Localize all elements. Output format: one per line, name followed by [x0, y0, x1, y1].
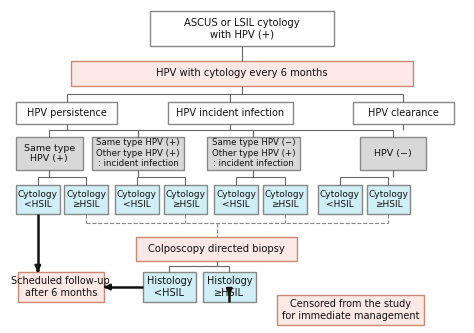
FancyBboxPatch shape [150, 11, 334, 46]
FancyBboxPatch shape [136, 237, 297, 261]
FancyBboxPatch shape [18, 272, 103, 302]
Text: Cytology
<HSIL: Cytology <HSIL [320, 190, 360, 209]
FancyBboxPatch shape [263, 185, 307, 214]
Text: ASCUS or LSIL cytology
with HPV (+): ASCUS or LSIL cytology with HPV (+) [184, 18, 300, 39]
FancyBboxPatch shape [366, 185, 410, 214]
FancyBboxPatch shape [318, 185, 362, 214]
FancyBboxPatch shape [207, 137, 300, 170]
Text: Histology
≥HSIL: Histology ≥HSIL [207, 276, 252, 298]
Text: HPV with cytology every 6 months: HPV with cytology every 6 months [156, 68, 328, 78]
Text: Cytology
≥HSIL: Cytology ≥HSIL [264, 190, 305, 209]
Text: HPV incident infection: HPV incident infection [176, 108, 284, 118]
FancyBboxPatch shape [16, 185, 60, 214]
FancyBboxPatch shape [164, 185, 207, 214]
Text: Colposcopy directed biopsy: Colposcopy directed biopsy [148, 244, 285, 254]
Text: Cytology
<HSIL: Cytology <HSIL [117, 190, 157, 209]
FancyBboxPatch shape [203, 272, 256, 302]
Text: Same type
HPV (+): Same type HPV (+) [24, 144, 75, 163]
Text: Cytology
<HSIL: Cytology <HSIL [216, 190, 256, 209]
Text: HPV clearance: HPV clearance [368, 108, 439, 118]
FancyBboxPatch shape [360, 137, 427, 170]
Text: HPV (−): HPV (−) [374, 149, 412, 158]
Text: Cytology
≥HSIL: Cytology ≥HSIL [165, 190, 205, 209]
FancyBboxPatch shape [71, 61, 413, 86]
Text: Scheduled follow-up
after 6 months: Scheduled follow-up after 6 months [11, 276, 110, 298]
FancyBboxPatch shape [353, 102, 454, 124]
Text: Same type HPV (−)
Other type HPV (+)
: incident infection: Same type HPV (−) Other type HPV (+) : i… [212, 139, 295, 168]
Text: Histology
<HSIL: Histology <HSIL [146, 276, 192, 298]
Text: Same type HPV (+)
Other type HPV (+)
: incident infection: Same type HPV (+) Other type HPV (+) : i… [96, 139, 180, 168]
FancyBboxPatch shape [16, 137, 83, 170]
Text: Cytology
≥HSIL: Cytology ≥HSIL [66, 190, 106, 209]
FancyBboxPatch shape [115, 185, 159, 214]
FancyBboxPatch shape [214, 185, 258, 214]
Text: Cytology
<HSIL: Cytology <HSIL [18, 190, 58, 209]
Text: Cytology
≥HSIL: Cytology ≥HSIL [368, 190, 409, 209]
Text: Censored from the study
for immediate management: Censored from the study for immediate ma… [282, 299, 419, 321]
FancyBboxPatch shape [168, 102, 292, 124]
FancyBboxPatch shape [64, 185, 108, 214]
FancyBboxPatch shape [143, 272, 196, 302]
Text: HPV persistence: HPV persistence [27, 108, 107, 118]
FancyBboxPatch shape [92, 137, 184, 170]
FancyBboxPatch shape [16, 102, 118, 124]
FancyBboxPatch shape [276, 295, 424, 325]
